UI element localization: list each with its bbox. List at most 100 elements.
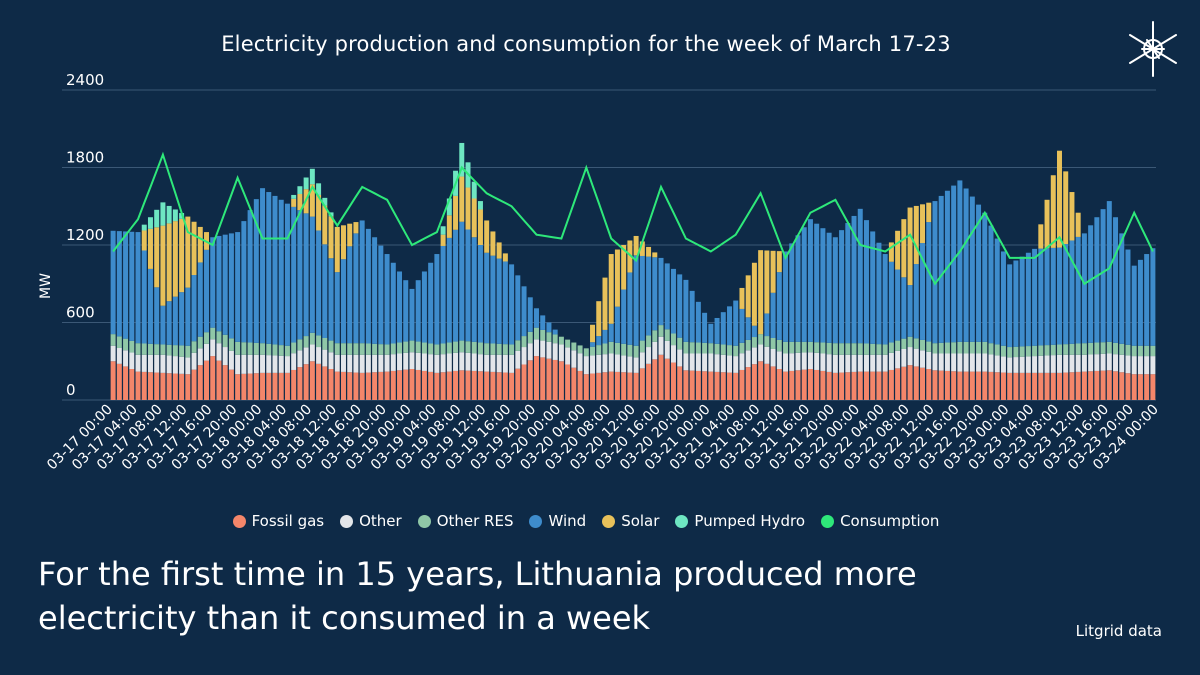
chart-title: Electricity production and consumption f… (221, 32, 951, 56)
bar-other-res (247, 342, 253, 355)
bar-wind (888, 261, 894, 343)
bar-fossil-gas (496, 372, 502, 400)
bar-solar (913, 205, 919, 265)
bar-fossil-gas (1013, 372, 1019, 400)
bar-other-res (590, 346, 596, 356)
bar-fossil-gas (739, 369, 745, 400)
bar-other-res (1088, 342, 1094, 355)
bar-other (147, 354, 153, 373)
bar-wind (502, 261, 508, 345)
bar-other-res (378, 344, 384, 355)
bar-other (608, 353, 614, 372)
bar-fossil-gas (1044, 372, 1050, 400)
bar-wind (1106, 201, 1112, 342)
bar-other (247, 354, 253, 374)
legend-item[interactable]: Wind (529, 512, 586, 530)
y-axis-label: MW (38, 273, 54, 299)
bar-other (235, 354, 241, 375)
bar-wind (465, 229, 471, 342)
bar-other (110, 345, 116, 362)
bar-other (702, 353, 708, 372)
bar-other (857, 354, 863, 372)
bar-pumped-hydro (172, 209, 178, 222)
bar-fossil-gas (988, 371, 994, 400)
bar-wind (409, 288, 415, 341)
bar-wind (702, 312, 708, 343)
bar-solar (1050, 175, 1056, 248)
bar-other-res (764, 336, 770, 347)
legend-item[interactable]: Fossil gas (232, 512, 324, 530)
bar-other-res (309, 332, 315, 345)
legend-item[interactable]: Pumped Hydro (675, 512, 805, 530)
bar-other-res (969, 341, 975, 354)
bar-other-res (141, 343, 147, 355)
bar-fossil-gas (397, 370, 403, 400)
bar-wind (832, 237, 838, 344)
bar-other-res (154, 344, 160, 355)
bar-other-res (845, 343, 851, 355)
bar-wind (994, 238, 1000, 345)
bar-solar (291, 198, 297, 207)
bar-wind (241, 221, 247, 343)
bar-solar (764, 250, 770, 314)
bar-fossil-gas (708, 371, 714, 400)
bar-fossil-gas (359, 372, 365, 400)
bar-wind (820, 228, 826, 343)
bar-pumped-hydro (297, 186, 303, 194)
bar-other (1075, 354, 1081, 372)
bar-other (453, 352, 459, 371)
bar-fossil-gas (291, 369, 297, 400)
bar-wind (334, 272, 340, 344)
legend-item[interactable]: Other RES (417, 512, 513, 530)
legend-item[interactable]: Consumption (821, 512, 939, 530)
bar-other-res (938, 342, 944, 354)
bar-other (969, 353, 975, 372)
bar-other-res (714, 343, 720, 355)
bar-fossil-gas (565, 364, 571, 400)
bar-wind (733, 300, 739, 346)
bar-fossil-gas (340, 371, 346, 400)
bar-other (658, 336, 664, 355)
bar-wind (247, 210, 253, 343)
bar-wind (1000, 251, 1006, 346)
bar-other-res (826, 342, 832, 355)
bar-other-res (390, 343, 396, 355)
legend-item[interactable]: Other (340, 512, 402, 530)
bar-other-res (446, 342, 452, 354)
bar-wind (1038, 248, 1044, 346)
bar-other-res (509, 344, 515, 355)
bar-other-res (1069, 343, 1075, 355)
bar-other-res (602, 343, 608, 355)
bar-fossil-gas (509, 372, 515, 400)
bar-wind (764, 313, 770, 337)
bar-fossil-gas (969, 371, 975, 400)
bar-other (166, 355, 172, 374)
bar-wind (976, 204, 982, 342)
bar-other (278, 355, 284, 373)
bar-fossil-gas (882, 371, 888, 400)
bar-wind (627, 272, 633, 345)
bar-other-res (316, 335, 322, 348)
bar-other (863, 354, 869, 372)
legend-swatch-icon (821, 514, 835, 528)
bar-fossil-gas (316, 363, 322, 400)
bar-solar (446, 215, 452, 238)
bar-other (764, 346, 770, 364)
bar-other (670, 345, 676, 363)
bar-other-res (235, 341, 241, 355)
bar-wind (515, 275, 521, 341)
bar-other-res (951, 342, 957, 354)
bar-wind (185, 287, 191, 346)
bar-other (751, 347, 757, 365)
bar-wind (534, 308, 539, 328)
bar-solar (627, 240, 633, 273)
bar-other (583, 356, 589, 375)
bar-pumped-hydro (303, 177, 309, 190)
bar-other-res (1081, 343, 1087, 355)
bar-fossil-gas (453, 370, 459, 400)
bar-wind (870, 231, 876, 344)
legend-item[interactable]: Solar (602, 512, 659, 530)
bar-other-res (1113, 342, 1119, 355)
bar-wind (1057, 247, 1062, 345)
bar-other (397, 353, 403, 371)
